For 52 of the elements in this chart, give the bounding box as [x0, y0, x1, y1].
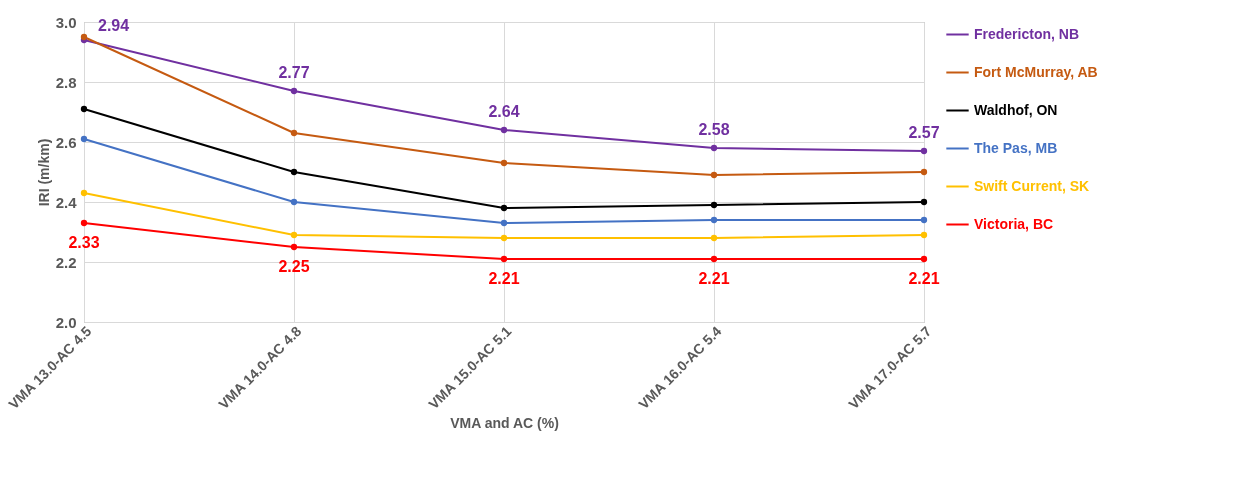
data-label: 2.58: [698, 121, 730, 138]
point: [710, 255, 718, 263]
y-tick-label: 2.2: [55, 253, 77, 271]
point: [920, 198, 928, 206]
legend-label: Swift Current, SK: [974, 177, 1090, 194]
point: [290, 231, 298, 239]
legend-label: Waldhof, ON: [974, 101, 1058, 118]
point: [920, 231, 928, 239]
point: [290, 129, 298, 137]
point: [80, 189, 88, 197]
data-label: 2.25: [278, 258, 310, 275]
y-axis-title: IRI (m/km): [35, 138, 52, 207]
point: [500, 159, 508, 167]
data-label: 2.64: [488, 103, 520, 120]
legend-label: Fort McMurray, AB: [974, 63, 1098, 80]
point: [500, 204, 508, 212]
point: [80, 219, 88, 227]
data-label: 2.21: [488, 270, 520, 287]
point: [80, 105, 88, 113]
y-tick-label: 2.8: [55, 73, 77, 91]
point: [290, 87, 298, 95]
point: [290, 198, 298, 206]
point: [290, 243, 298, 251]
x-axis-title: VMA and AC (%): [450, 414, 559, 431]
point: [80, 135, 88, 143]
point: [500, 126, 508, 134]
data-label: 2.77: [278, 64, 310, 81]
legend-label: Victoria, BC: [974, 215, 1054, 232]
data-label: 2.94: [98, 17, 130, 34]
point: [920, 216, 928, 224]
point: [500, 234, 508, 242]
y-tick-label: 3.0: [55, 13, 77, 31]
legend-label: Fredericton, NB: [974, 25, 1080, 42]
point: [710, 171, 718, 179]
data-label: 2.21: [698, 270, 730, 287]
y-tick-label: 2.6: [55, 133, 77, 151]
data-label: 2.21: [908, 270, 940, 287]
point: [920, 147, 928, 155]
point: [500, 255, 508, 263]
point: [290, 168, 298, 176]
point: [920, 255, 928, 263]
data-label: 2.33: [68, 234, 100, 251]
point: [710, 216, 718, 224]
point: [710, 144, 718, 152]
legend-label: The Pas, MB: [974, 139, 1058, 156]
y-tick-label: 2.0: [55, 313, 77, 331]
point: [710, 234, 718, 242]
point: [500, 219, 508, 227]
data-label: 2.57: [908, 124, 940, 141]
point: [710, 201, 718, 209]
y-tick-label: 2.4: [55, 193, 78, 211]
point: [920, 168, 928, 176]
